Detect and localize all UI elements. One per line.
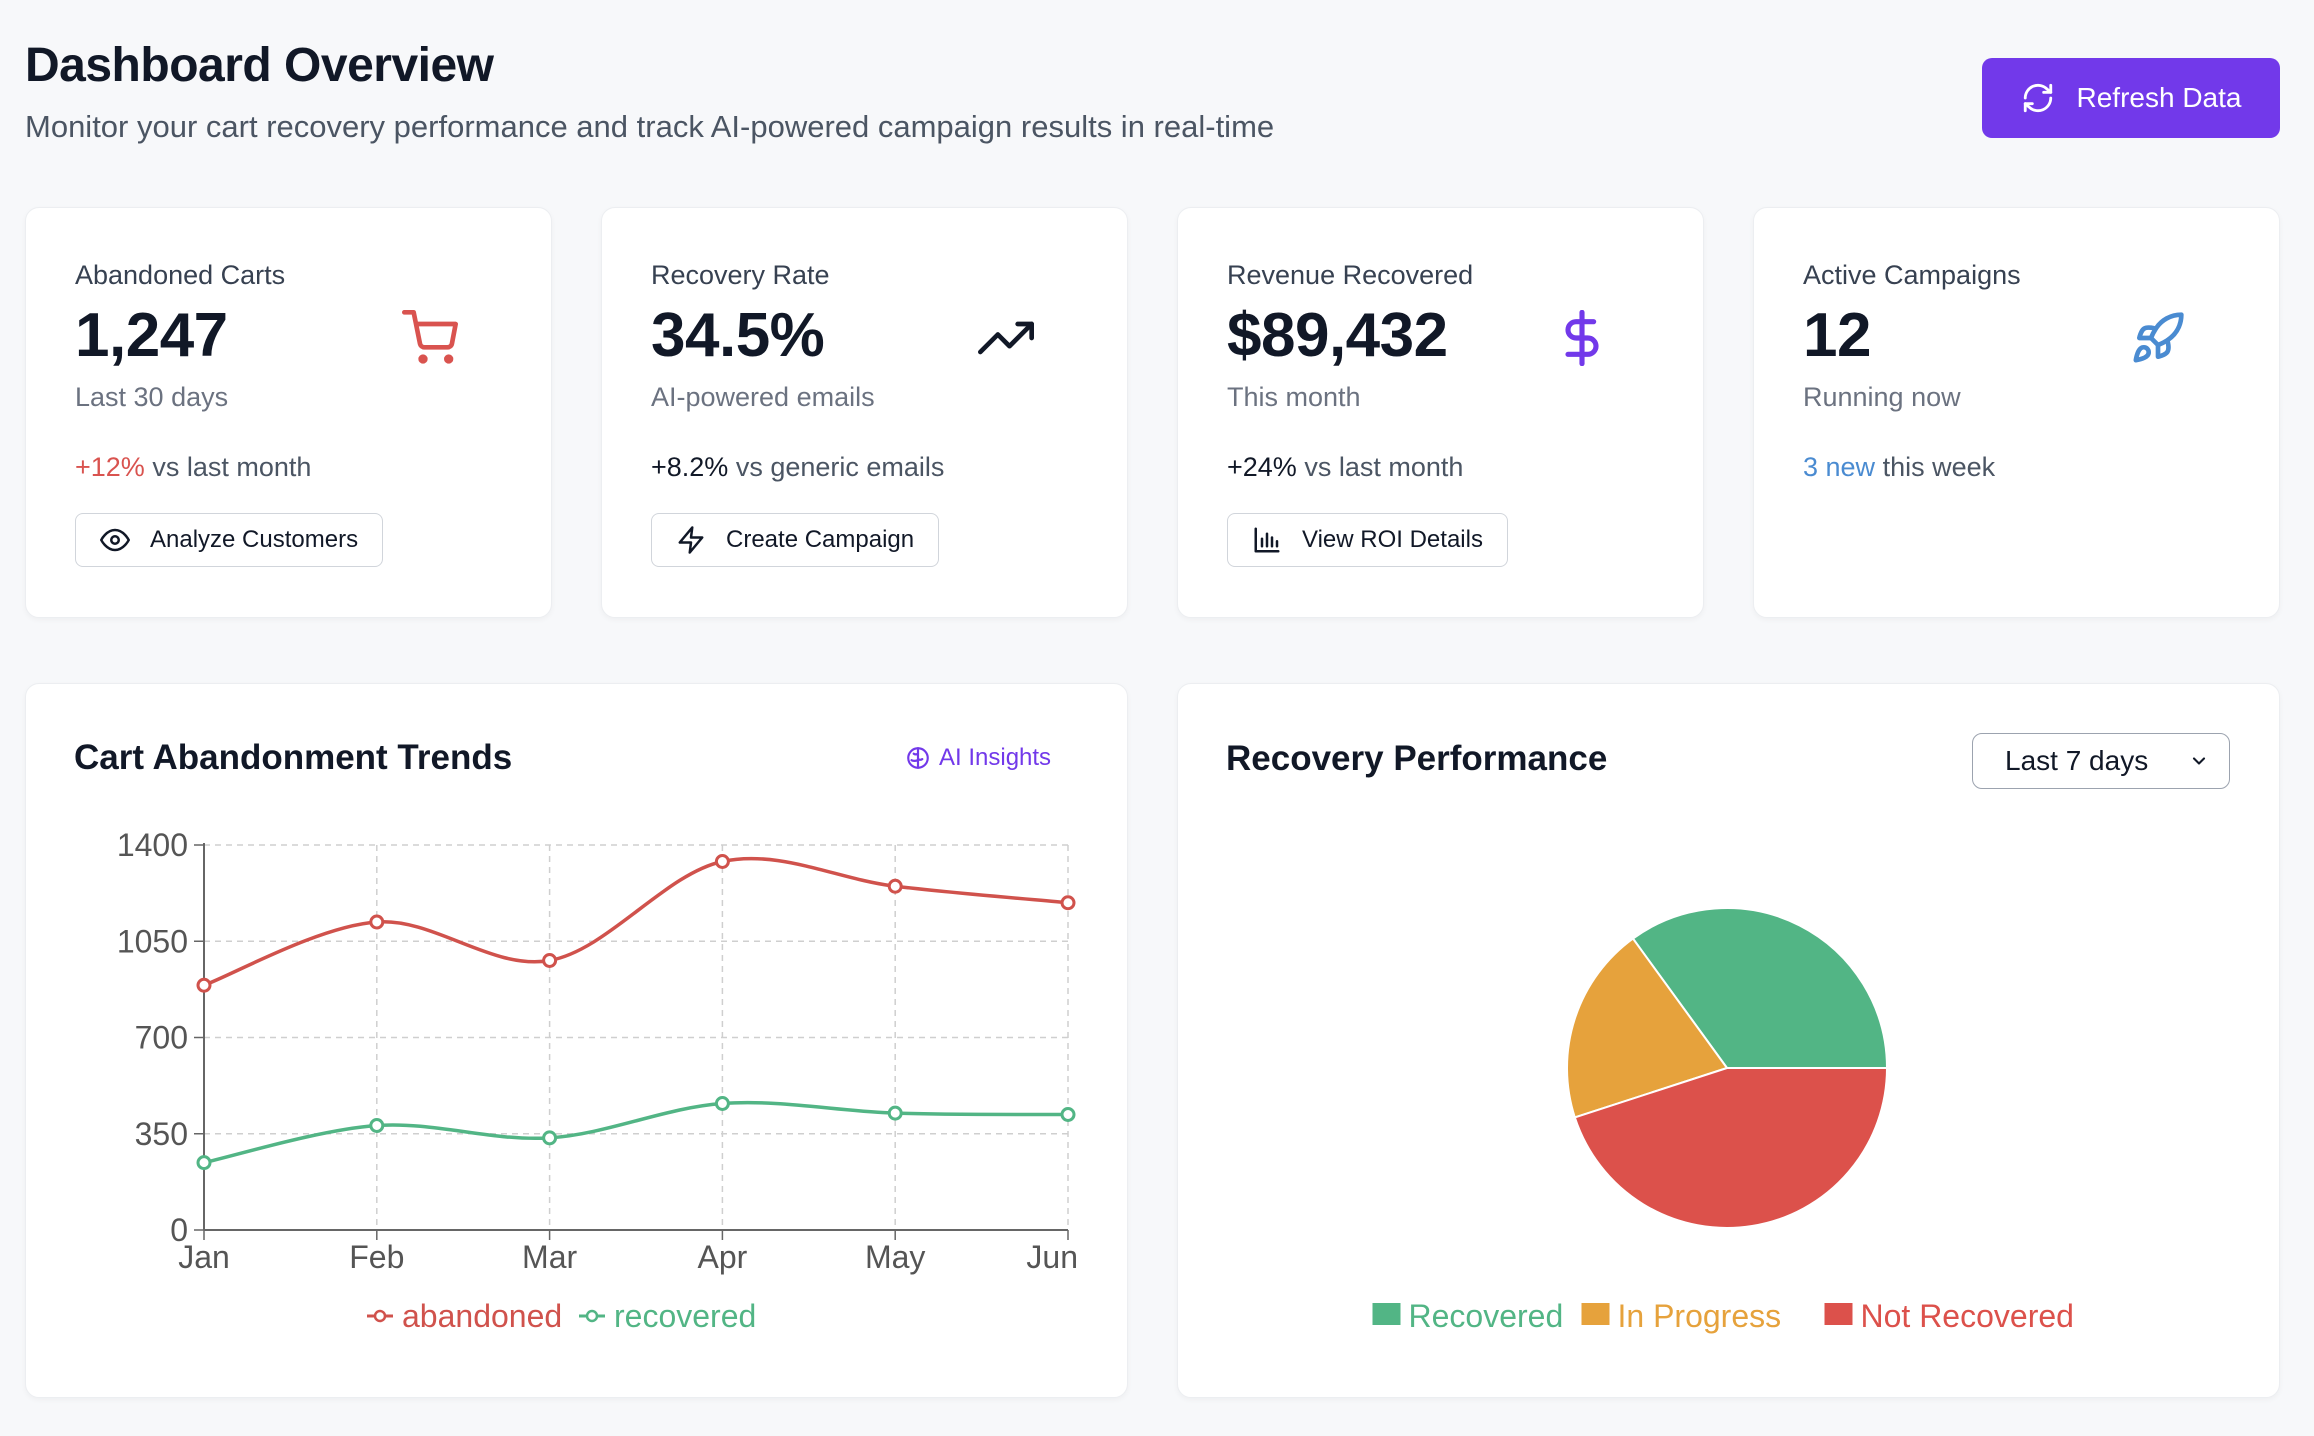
stat-label: Abandoned Carts xyxy=(75,260,286,290)
stat-trend: +24% vs last month xyxy=(1227,452,1463,483)
stat-sub: Last 30 days xyxy=(75,382,229,412)
legend-swatch xyxy=(1824,1303,1853,1325)
y-tick-label: 700 xyxy=(135,1020,188,1056)
legend-marker-dot xyxy=(585,1309,599,1323)
trend-value: +12% xyxy=(75,452,145,482)
legend-label-recovered: recovered xyxy=(614,1298,756,1334)
bar-chart-icon xyxy=(1254,527,1280,553)
date-range-value: Last 7 days xyxy=(2005,745,2149,776)
eye-icon xyxy=(100,528,130,552)
trends-panel xyxy=(25,683,1128,1398)
analyze-customers-button[interactable]: Analyze Customers xyxy=(75,513,384,567)
button-label: View ROI Details xyxy=(1302,526,1483,553)
trending-up-icon xyxy=(978,321,1034,355)
data-point-recovered xyxy=(196,1155,212,1171)
x-tick-label: Apr xyxy=(698,1239,748,1275)
legend-swatch xyxy=(1581,1303,1610,1325)
stat-sub: AI-powered emails xyxy=(651,382,875,412)
data-point-abandoned xyxy=(1060,895,1076,911)
x-tick-label: Mar xyxy=(522,1239,577,1275)
x-tick-label: Feb xyxy=(349,1239,404,1275)
chevron-down-icon xyxy=(2192,757,2206,765)
data-point-abandoned xyxy=(369,914,385,930)
y-tick-label: 350 xyxy=(135,1116,188,1152)
data-point-abandoned xyxy=(714,854,730,869)
trend-value: +8.2% xyxy=(651,452,729,482)
create-campaign-button[interactable]: Create Campaign xyxy=(651,513,940,567)
trend-text: vs generic emails xyxy=(728,452,945,482)
stat-label: Revenue Recovered xyxy=(1227,260,1474,290)
stat-value: 1,247 xyxy=(75,301,228,370)
stat-value: 12 xyxy=(1803,301,1871,370)
x-tick-label: May xyxy=(865,1239,925,1275)
cart-icon xyxy=(402,310,458,364)
y-tick-label: 1400 xyxy=(117,827,188,863)
trend-text: vs last month xyxy=(144,452,312,482)
ai-insights-link[interactable]: AI Insights xyxy=(905,744,1051,772)
refresh-data-button[interactable]: Refresh Data xyxy=(1982,58,2280,138)
legend-label-abandoned: abandoned xyxy=(402,1298,562,1334)
legend-label: Not Recovered xyxy=(1861,1298,2074,1334)
stat-sub: Running now xyxy=(1803,382,1961,412)
performance-panel-title: Recovery Performance xyxy=(1226,739,1608,778)
trends-panel-title: Cart Abandonment Trends xyxy=(74,738,513,777)
data-point-abandoned xyxy=(887,878,903,894)
data-point-recovered xyxy=(369,1118,385,1133)
lightning-icon xyxy=(678,526,704,554)
pie-slice-in-progress xyxy=(1565,937,1729,1119)
stat-label: Active Campaigns xyxy=(1803,260,2021,290)
x-tick-label: Jan xyxy=(178,1239,230,1275)
rocket-icon xyxy=(2133,312,2184,363)
button-label: Analyze Customers xyxy=(150,526,359,553)
ai-insights-label: AI Insights xyxy=(939,744,1052,771)
page-title: Dashboard Overview xyxy=(25,39,494,92)
stat-card-recovery-rate: Recovery Rate 34.5% AI-powered emails +8… xyxy=(601,207,1128,618)
data-point-recovered xyxy=(542,1130,558,1146)
data-point-recovered xyxy=(887,1105,903,1121)
brain-icon xyxy=(907,747,929,769)
pie-slice-recovered xyxy=(1631,907,1889,1069)
trend-value: +24% xyxy=(1227,452,1297,482)
stat-trend: +8.2% vs generic emails xyxy=(651,452,944,483)
legend-swatch xyxy=(1372,1303,1401,1325)
y-tick-label: 0 xyxy=(170,1212,188,1248)
data-point-abandoned xyxy=(196,977,212,993)
legend-label: In Progress xyxy=(1618,1298,1782,1334)
page-header: Dashboard Overview Monitor your cart rec… xyxy=(25,38,1274,145)
stat-label: Recovery Rate xyxy=(651,260,830,290)
x-tick-label: Jun xyxy=(1026,1239,1078,1275)
trend-value: 3 new xyxy=(1803,452,1876,482)
stat-sub: This month xyxy=(1227,382,1361,412)
button-label: Create Campaign xyxy=(726,526,915,553)
data-point-recovered xyxy=(1060,1107,1076,1122)
trend-text: vs last month xyxy=(1296,452,1464,482)
data-point-abandoned xyxy=(542,953,558,968)
view-roi-details-button[interactable]: View ROI Details xyxy=(1227,513,1508,567)
legend-label: Recovered xyxy=(1409,1298,1564,1334)
stat-card-active-campaigns: Active Campaigns 12 Running now 3 new th… xyxy=(1753,207,2280,618)
refresh-data-label: Refresh Data xyxy=(2076,82,2242,113)
stat-card-revenue-recovered: Revenue Recovered $89,432 This month +24… xyxy=(1177,207,1704,618)
series-line-recovered xyxy=(203,1100,1069,1165)
stat-card-abandoned-carts: Abandoned Carts 1,247 Last 30 days +12% … xyxy=(25,207,552,618)
stat-trend: 3 new this week xyxy=(1803,452,1995,483)
refresh-icon xyxy=(2023,83,2052,113)
date-range-select[interactable]: Last 7 days xyxy=(1972,733,2230,789)
y-tick-label: 1050 xyxy=(117,923,188,959)
dollar-icon xyxy=(1565,310,1599,366)
series-line-abandoned xyxy=(203,856,1069,987)
legend-marker-dot xyxy=(373,1309,387,1323)
stat-value: $89,432 xyxy=(1227,301,1448,370)
page-subtitle: Monitor your cart recovery performance a… xyxy=(25,109,1275,144)
data-point-recovered xyxy=(714,1096,730,1111)
stat-value: 34.5% xyxy=(651,301,825,370)
trend-text: this week xyxy=(1875,452,1996,482)
stat-trend: +12% vs last month xyxy=(75,452,311,483)
pie-slice-not-recovered xyxy=(1573,1067,1889,1229)
